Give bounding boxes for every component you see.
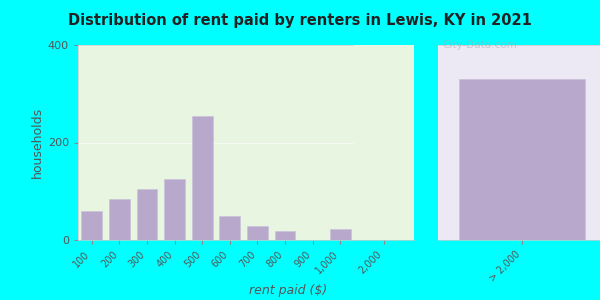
Bar (330, 229, 350, 240)
Bar (192, 116, 212, 240)
Bar (137, 189, 157, 240)
Text: rent paid ($): rent paid ($) (249, 284, 327, 297)
Bar (220, 216, 240, 240)
Bar (164, 179, 185, 240)
Bar (459, 79, 585, 240)
Y-axis label: households: households (31, 107, 44, 178)
Text: Distribution of rent paid by renters in Lewis, KY in 2021: Distribution of rent paid by renters in … (68, 14, 532, 28)
Text: City-Data.com: City-Data.com (443, 40, 517, 50)
Bar (109, 199, 130, 240)
Bar (275, 231, 295, 240)
Bar (247, 226, 268, 240)
Bar (82, 211, 102, 240)
